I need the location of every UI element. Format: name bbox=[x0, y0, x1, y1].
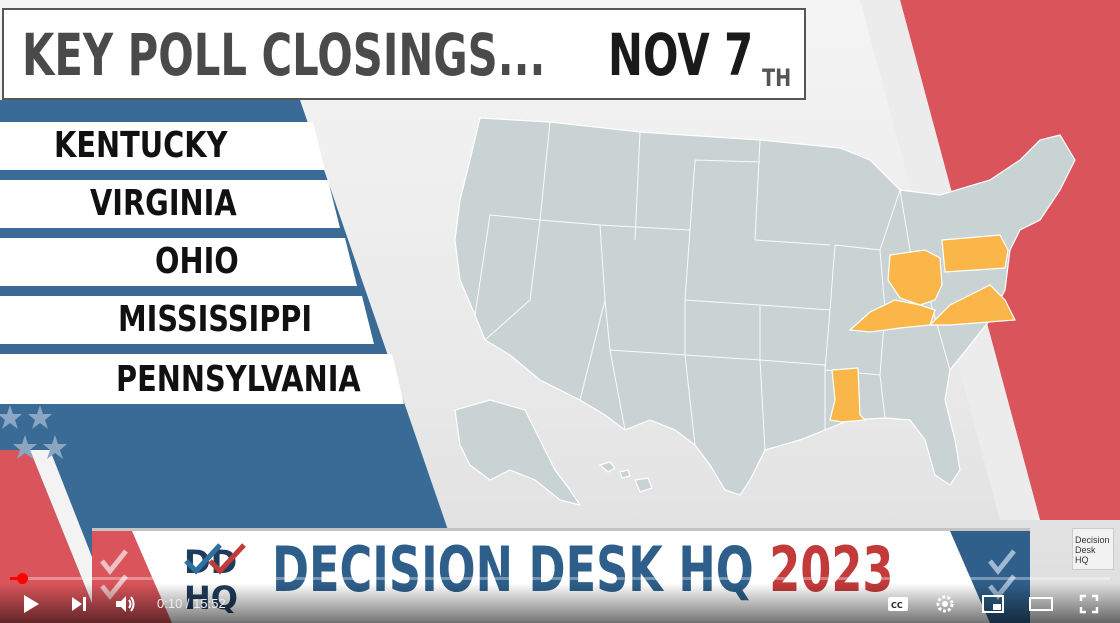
state-virginia bbox=[928, 284, 1016, 326]
title-bar: KEY POLL CLOSINGS... NOV 7 TH bbox=[2, 8, 806, 100]
state-label-virginia: VIRGINIA bbox=[90, 183, 237, 224]
us-map bbox=[454, 117, 1076, 506]
volume-icon bbox=[116, 596, 135, 612]
map-states-base bbox=[454, 117, 1076, 506]
contiguous-us bbox=[454, 117, 1076, 496]
state-plate-4 bbox=[0, 296, 374, 344]
progress-scrubber[interactable] bbox=[16, 573, 28, 584]
state-pennsylvania bbox=[941, 234, 1009, 273]
state-label-ohio: OHIO bbox=[155, 241, 239, 282]
state-plate-2 bbox=[0, 180, 340, 228]
captions-button[interactable]: CC bbox=[885, 590, 911, 618]
star-icon bbox=[13, 435, 37, 459]
page-title: KEY POLL CLOSINGS... bbox=[22, 21, 546, 89]
time-display: 0:10 / 15:52 bbox=[157, 596, 226, 611]
star-icon bbox=[43, 435, 67, 459]
state-label-mississippi: MISSISSIPPI bbox=[118, 299, 313, 340]
corner-logo-line1: Decision bbox=[1075, 535, 1110, 545]
captions-icon: CC bbox=[888, 597, 908, 611]
state-borders bbox=[474, 121, 951, 451]
state-label-kentucky: KENTUCKY bbox=[54, 125, 228, 166]
volume-button[interactable] bbox=[112, 590, 138, 618]
theater-mode-button[interactable] bbox=[1028, 590, 1054, 618]
state-label-pennsylvania: PENNSYLVANIA bbox=[116, 359, 361, 400]
star-icon bbox=[0, 405, 22, 429]
player-controls-bar bbox=[0, 583, 1120, 623]
corner-logo-line2: Desk HQ bbox=[1075, 545, 1096, 565]
miniplayer-icon bbox=[982, 595, 1004, 613]
title-date-suffix: TH bbox=[762, 64, 792, 92]
state-ohio bbox=[887, 249, 943, 306]
fullscreen-icon bbox=[1079, 594, 1099, 614]
title-date: NOV 7 bbox=[608, 21, 754, 89]
state-kentucky bbox=[848, 299, 936, 333]
svg-text:CC: CC bbox=[891, 601, 903, 610]
miniplayer-button[interactable] bbox=[980, 590, 1006, 618]
corner-watermark-logo: Decision Desk HQ bbox=[1072, 528, 1114, 570]
play-button[interactable] bbox=[18, 590, 44, 618]
state-plate-5 bbox=[0, 354, 404, 404]
skip-next-icon bbox=[72, 597, 86, 611]
fullscreen-button[interactable] bbox=[1076, 590, 1102, 618]
next-button[interactable] bbox=[66, 590, 92, 618]
gear-icon bbox=[936, 595, 954, 613]
star-icon bbox=[28, 405, 52, 429]
theater-icon bbox=[1029, 597, 1053, 611]
settings-button[interactable] bbox=[932, 590, 958, 618]
progress-fill bbox=[10, 577, 22, 580]
red-stripe-right bbox=[900, 0, 1120, 520]
hawaii bbox=[598, 461, 653, 493]
state-plate-3 bbox=[0, 238, 357, 286]
stars bbox=[0, 405, 67, 459]
state-plate-1 bbox=[0, 122, 325, 170]
alaska bbox=[454, 399, 582, 506]
state-mississippi bbox=[829, 367, 867, 423]
progress-bar[interactable] bbox=[10, 573, 1110, 584]
highlighted-states bbox=[829, 234, 1016, 423]
play-icon bbox=[24, 595, 39, 613]
